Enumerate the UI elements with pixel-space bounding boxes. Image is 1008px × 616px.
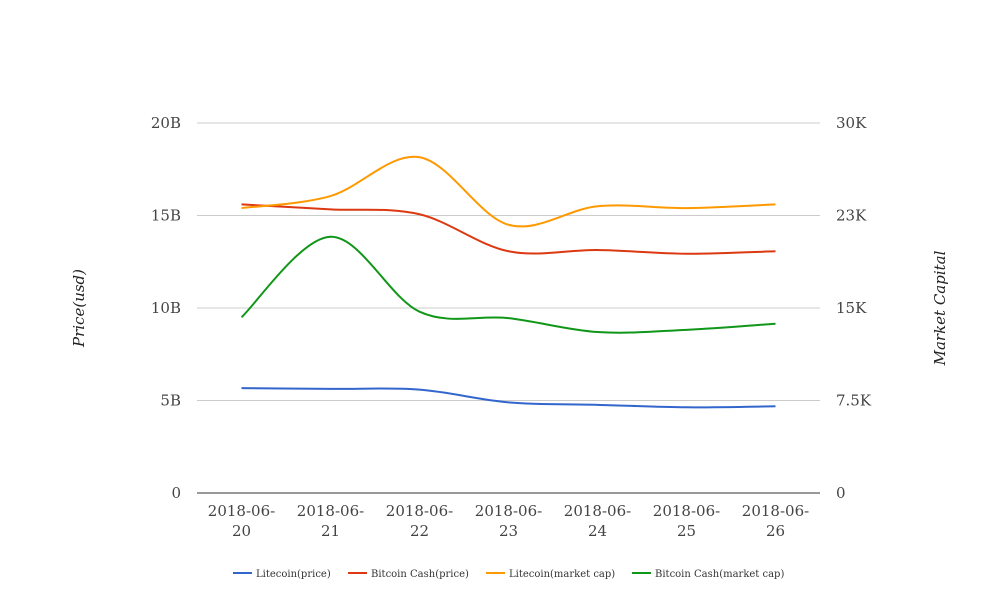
legend-label: Bitcoin Cash(market cap): [655, 569, 784, 580]
gridlines: [197, 122, 820, 401]
x-tick-label: 2018-06-22: [386, 502, 453, 540]
y-tick-label: 5B: [160, 392, 181, 410]
left-axis-title: Price(usd): [70, 269, 88, 348]
right-axis-ticks: 0 7.5K 15K 23K 30K: [836, 114, 872, 502]
y-tick-label: 20B: [151, 114, 181, 132]
x-tick-label: 2018-06-26: [742, 502, 809, 540]
x-tick-label: 2018-06-24: [564, 502, 631, 540]
series-line-3: [240, 235, 776, 334]
series-line-0: [241, 387, 776, 409]
left-axis-ticks: 0 5B 10B 15B 20B: [151, 114, 181, 502]
y-tick-label: 0: [171, 484, 181, 502]
y2-tick-label: 30K: [836, 114, 867, 132]
legend-label: Bitcoin Cash(price): [371, 569, 469, 580]
right-axis-title: Market Capital: [931, 250, 949, 366]
legend-label: Litecoin(price): [256, 569, 331, 580]
series-line-1: [241, 203, 776, 255]
y2-tick-label: 15K: [836, 299, 867, 317]
x-axis-ticks: 2018-06-20 2018-06-21 2018-06-22 2018-06-23…: [208, 502, 809, 540]
legend-label: Litecoin(market cap): [509, 569, 615, 580]
y2-tick-label: 23K: [836, 207, 867, 225]
y-tick-label: 10B: [151, 299, 181, 317]
legend: Litecoin(price) Bitcoin Cash(price) Liteco…: [233, 569, 784, 580]
y2-tick-label: 7.5K: [836, 392, 872, 410]
y-tick-label: 15B: [151, 207, 181, 225]
x-tick-label: 2018-06-23: [475, 502, 542, 540]
series-line-2: [241, 155, 776, 228]
x-tick-label: 2018-06-20: [208, 502, 275, 540]
x-tick-label: 2018-06-25: [653, 502, 720, 540]
y2-tick-label: 0: [836, 484, 846, 502]
x-tick-label: 2018-06-21: [297, 502, 364, 540]
series-lines: [240, 155, 776, 409]
